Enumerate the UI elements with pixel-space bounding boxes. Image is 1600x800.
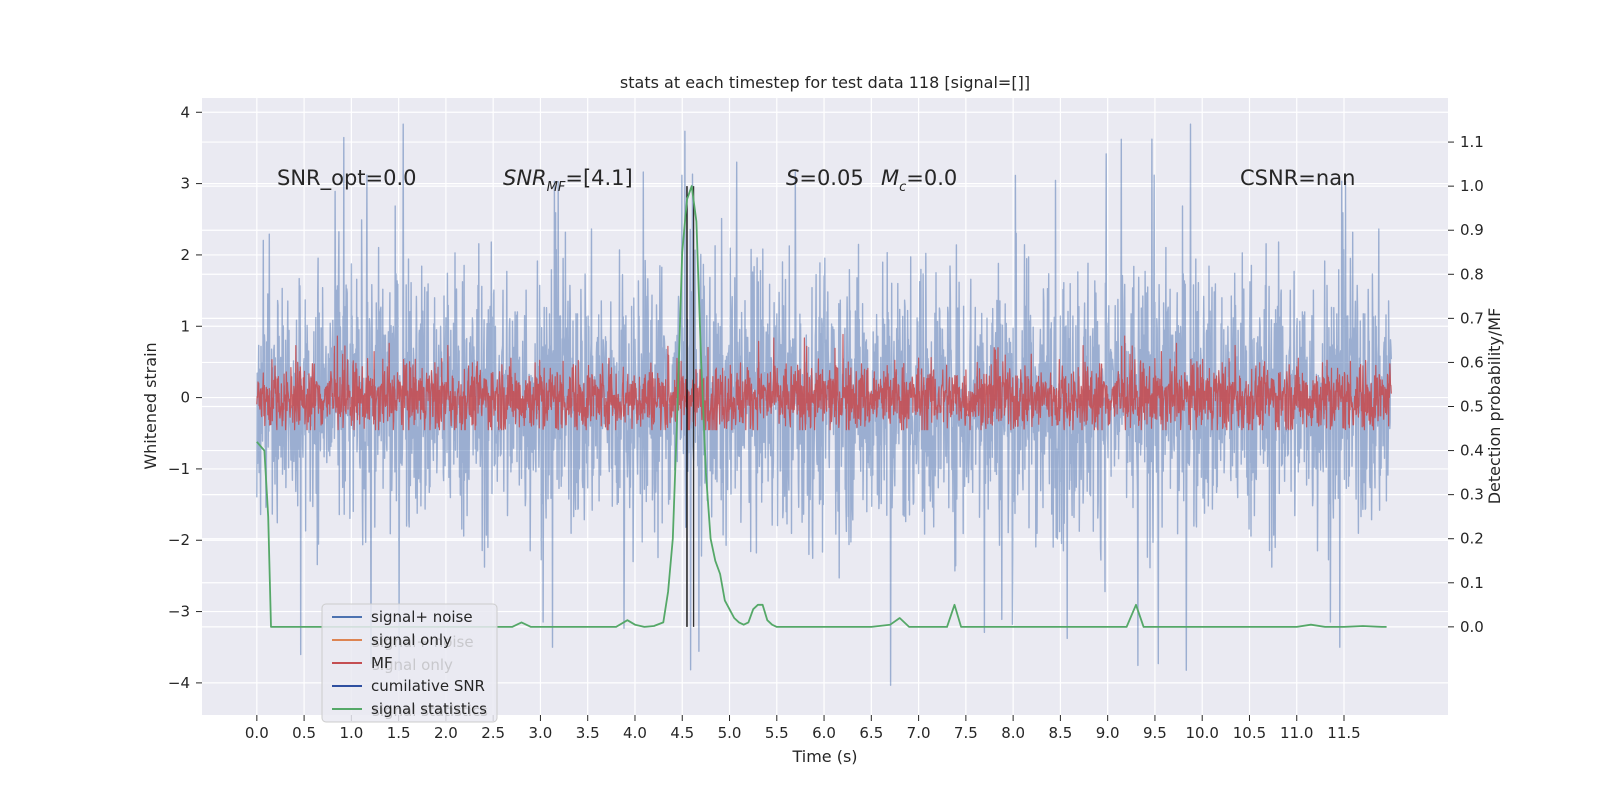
x-tick-label: 10.0 [1186, 724, 1219, 742]
y-tick-label: −1 [168, 460, 190, 478]
legend-box [321, 603, 498, 723]
legend-ghost-text: signal+ noise [372, 633, 474, 651]
x-tick-label: 7.0 [907, 724, 931, 742]
y2-axis-label: Detection probability/MF [1485, 308, 1504, 505]
y2-tick-label: 0.1 [1460, 574, 1484, 592]
x-tick-label: 0.0 [245, 724, 269, 742]
legend-label-signal-plus-noise: signal+ noise [371, 608, 473, 626]
annotation-s: S=0.05 [786, 166, 864, 190]
series-line-signal-statistics [256, 185, 1387, 628]
y-tick-label: 4 [180, 103, 190, 121]
x-tick-label: 11.5 [1327, 724, 1360, 742]
y-axis-label: Whitened strain [141, 342, 160, 469]
annotation-snr-opt: SNR_opt=0.0 [277, 166, 417, 191]
y2-tick-label: 0.8 [1460, 265, 1484, 283]
legend-ghost-text: signal statistics [372, 702, 488, 720]
y-tick-label: −4 [168, 674, 190, 692]
series-mf [256, 333, 1392, 431]
legend: signal+ noise signal only signal statist… [321, 603, 498, 723]
vertical-markers [686, 186, 695, 627]
y2-tick-label: 0.5 [1460, 398, 1484, 416]
y-tick-label: −3 [168, 603, 190, 621]
series-line [256, 333, 1392, 431]
y2-tick-label: 0.4 [1460, 442, 1484, 460]
x-tick-label: 10.5 [1233, 724, 1266, 742]
y2-tick-label: 0.6 [1460, 353, 1484, 371]
y-tick-label: 2 [180, 246, 190, 264]
legend-label-cumilative-snr: cumilative SNR [371, 677, 485, 695]
x-tick-label: 11.0 [1280, 724, 1313, 742]
y2-tick-label: 0.9 [1460, 221, 1484, 239]
x-tick-label: 9.5 [1143, 724, 1167, 742]
axis-ticks: 0.0 0.5 1.0 1.5 2.0 2.5 3.0 3.5 4.0 4.5 5.0 5.5 6.0 6… [168, 103, 1484, 742]
x-tick-label: 9.0 [1096, 724, 1120, 742]
x-tick-label: 1.5 [387, 724, 411, 742]
x-tick-label: 7.5 [954, 724, 978, 742]
annotation-csnr: CSNR=nan [1240, 166, 1355, 190]
legend-label-mf: MF [371, 654, 393, 672]
y-tick-label: 1 [180, 317, 190, 335]
x-tick-label: 4.0 [623, 724, 647, 742]
y2-tick-label: 0.7 [1460, 309, 1484, 327]
y2-tick-label: 0.3 [1460, 486, 1484, 504]
y-tick-label: 0 [180, 389, 190, 407]
legend-ghost-text: signal only [372, 656, 453, 674]
x-axis-label: Time (s) [791, 747, 857, 766]
annotation-snr-mf: SNRMF=[4.1] [503, 166, 633, 195]
series-signal-statistics [256, 185, 1387, 628]
x-tick-label: 1.0 [339, 724, 363, 742]
x-tick-label: 8.0 [1001, 724, 1025, 742]
x-tick-label: 6.0 [812, 724, 836, 742]
y-tick-label: −2 [168, 531, 190, 549]
y2-tick-label: 0.0 [1460, 618, 1484, 636]
x-tick-label: 4.5 [670, 724, 694, 742]
x-tick-label: 3.5 [576, 724, 600, 742]
y2-tick-label: 1.0 [1460, 177, 1484, 195]
legend-label-signal-statistics: signal statistics [371, 700, 487, 718]
x-tick-label: 5.5 [765, 724, 789, 742]
y-tick-label: 3 [180, 175, 190, 193]
legend-label-signal-only: signal only [371, 631, 452, 649]
x-tick-label: 8.5 [1048, 724, 1072, 742]
x-tick-label: 0.5 [292, 724, 316, 742]
annotation-mc: Mc=0.0 [881, 166, 957, 195]
x-tick-label: 2.0 [434, 724, 458, 742]
x-tick-label: 5.0 [718, 724, 742, 742]
chart-title: stats at each timestep for test data 118… [620, 73, 1030, 92]
x-tick-label: 3.0 [529, 724, 553, 742]
x-tick-label: 2.5 [481, 724, 505, 742]
x-tick-label: 6.5 [859, 724, 883, 742]
y2-tick-label: 1.1 [1460, 133, 1484, 151]
y2-tick-label: 0.2 [1460, 530, 1484, 548]
